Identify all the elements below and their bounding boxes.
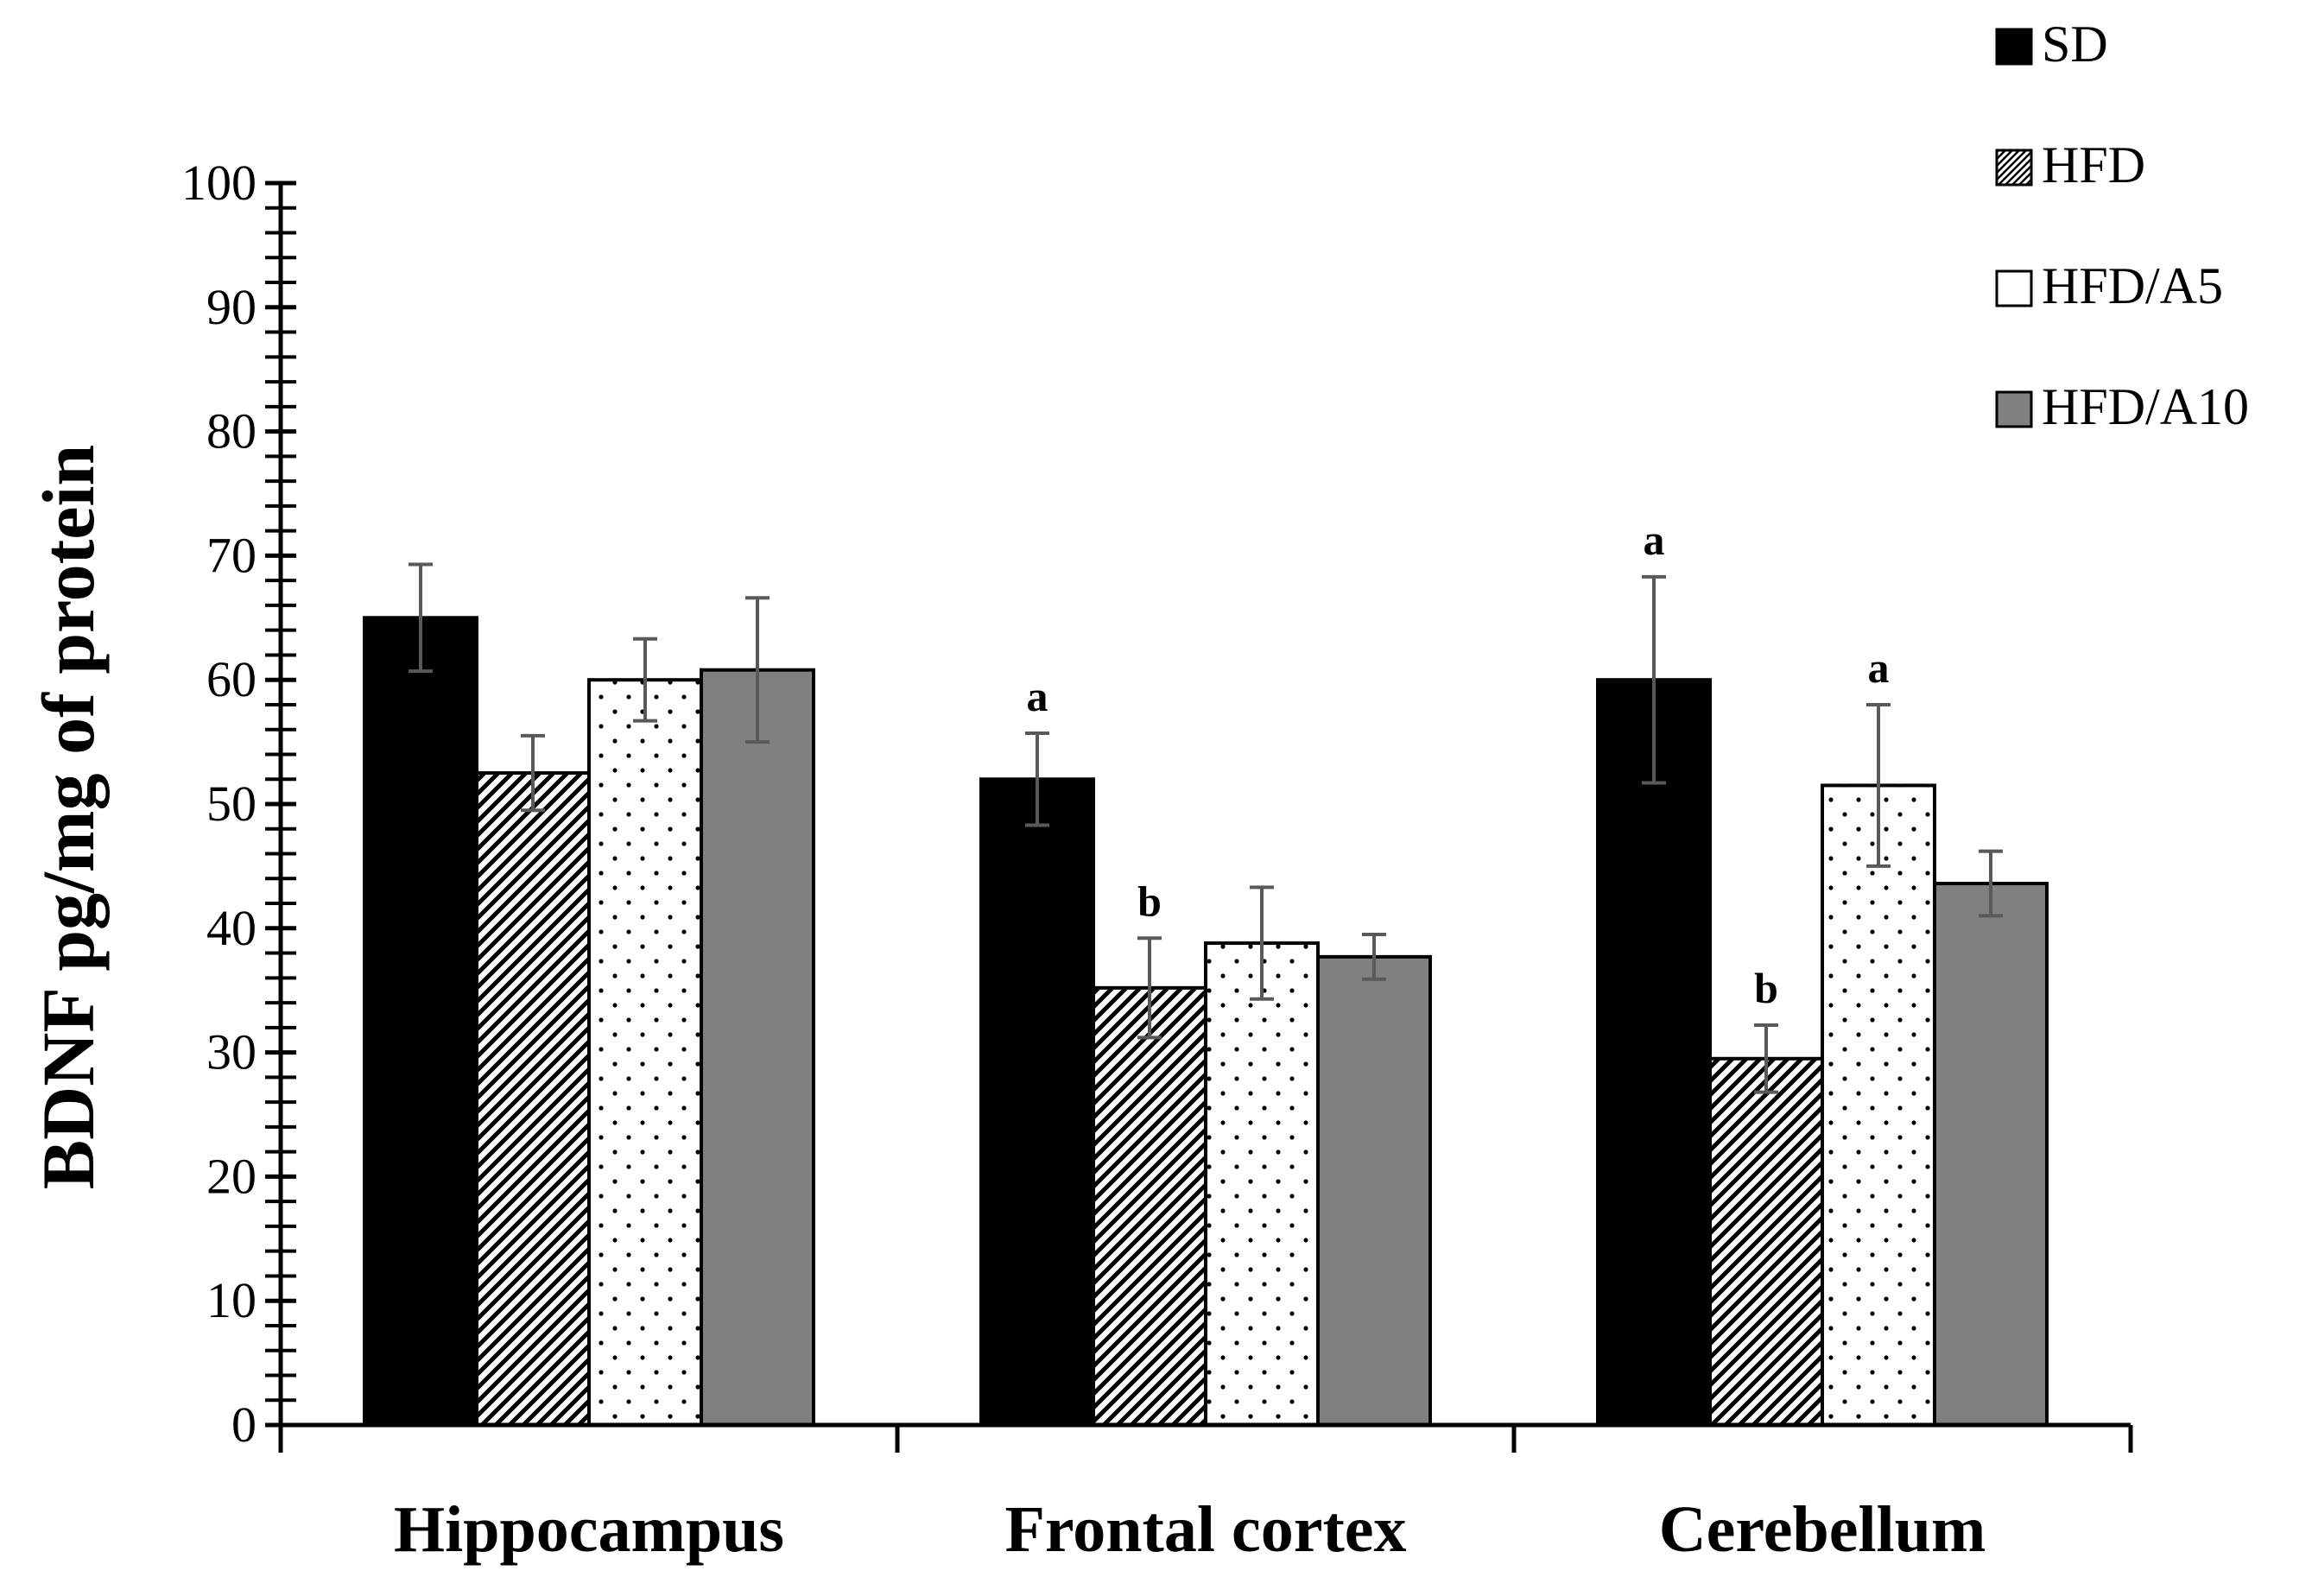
category-label: Frontal cortex [1005, 1493, 1407, 1566]
bar-hfd-a10-hippocampus [700, 668, 815, 1427]
significance-labels-group: a b a b a [1027, 516, 1890, 1012]
legend-swatch-hfd-a10 [1995, 390, 2033, 428]
bar-hfd-frontal-cortex [1092, 985, 1207, 1427]
legend-swatch-sd [1995, 28, 2033, 66]
bar-hfd-a5-hippocampus [587, 678, 703, 1427]
bar-hfd-hippocampus [475, 771, 591, 1427]
y-tick-label: 30 [206, 1024, 257, 1080]
legend-swatch-hfd-a5 [1995, 269, 2033, 307]
y-axis-label: BDNF pg/mg of protein [27, 445, 110, 1189]
legend-label: SD [2042, 16, 2108, 73]
category-label: Cerebellum [1659, 1493, 1986, 1566]
bar-hfd-a5-cerebellum [1821, 783, 1936, 1427]
legend: SD HFD HFD/A5 HFD/A10 [1995, 16, 2249, 435]
y-tick-label: 90 [206, 279, 257, 335]
significance-label: b [1754, 964, 1778, 1012]
bar-sd-frontal-cortex [979, 777, 1095, 1427]
legend-label: HFD/A5 [2042, 257, 2223, 314]
y-tick-label: 100 [181, 155, 257, 211]
y-tick-label: 10 [206, 1272, 257, 1328]
significance-label: b [1137, 877, 1162, 925]
y-tick-label: 20 [206, 1148, 257, 1204]
y-tick-label: 60 [206, 651, 257, 707]
x-axis-ticks [278, 1425, 2133, 1453]
category-label: Hippocampus [394, 1493, 784, 1566]
significance-label: a [1027, 672, 1048, 720]
error-bars-group [409, 562, 2003, 1094]
legend-label: HFD/A10 [2042, 378, 2249, 435]
bar-hfd-a10-cerebellum [1933, 882, 2049, 1427]
category-labels: Hippocampus Frontal cortex Cerebellum [394, 1493, 1986, 1566]
bars-group [363, 616, 2049, 1428]
bar-sd-cerebellum [1596, 678, 1712, 1427]
y-tick-label: 70 [206, 527, 257, 583]
y-tick-label: 50 [206, 776, 257, 832]
y-tick-label: 40 [206, 900, 257, 956]
legend-label: HFD [2042, 136, 2145, 193]
bar-sd-hippocampus [363, 616, 478, 1427]
y-tick-label: 0 [231, 1396, 257, 1453]
y-tick-label: 80 [206, 403, 257, 459]
bar-hfd-a5-frontal-cortex [1204, 941, 1320, 1427]
bar-hfd-cerebellum [1708, 1056, 1824, 1428]
significance-label: a [1644, 516, 1665, 564]
significance-label: a [1868, 643, 1890, 692]
bar-hfd-a10-frontal-cortex [1316, 954, 1432, 1427]
legend-swatch-hfd [1995, 149, 2033, 187]
